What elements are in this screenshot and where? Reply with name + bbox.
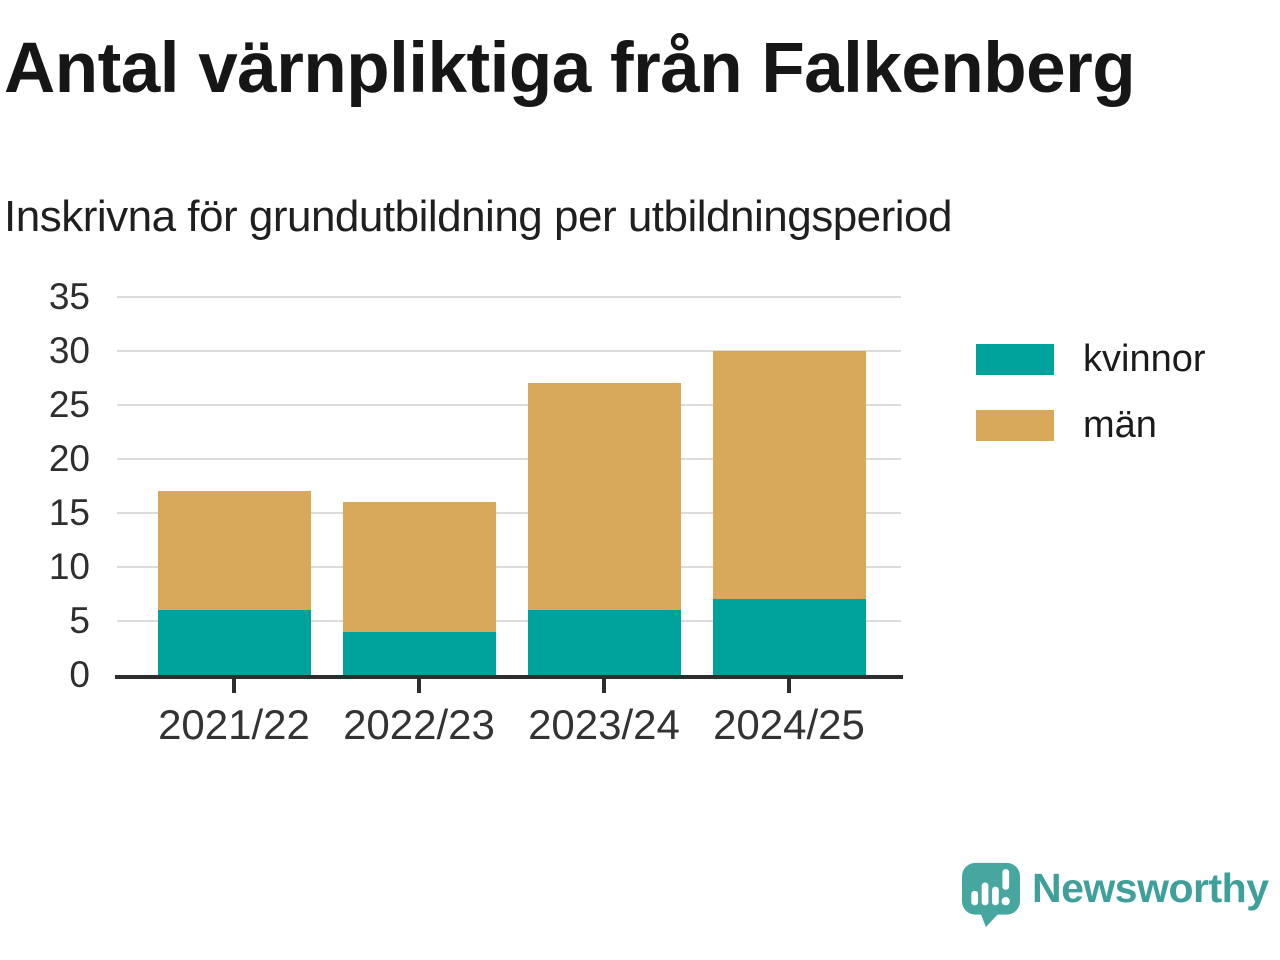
bar-2022/23-män — [342, 502, 496, 632]
x-axis-tick-2022/23 — [417, 679, 421, 693]
x-axis-label-2024/25: 2024/25 — [713, 701, 865, 748]
x-axis-line — [115, 675, 903, 679]
bar-2021/22-män — [157, 491, 311, 611]
x-axis-tick-2023/24 — [602, 679, 606, 693]
x-axis-tick-2021/22 — [232, 679, 236, 693]
legend-label-kvinnor: kvinnor — [1083, 338, 1206, 380]
gridline-15 — [117, 512, 901, 514]
y-axis-label-20: 20 — [48, 438, 90, 479]
x-axis-label-2023/24: 2023/24 — [528, 701, 680, 748]
legend-item-män: män — [976, 405, 1206, 445]
bar-2022/23-kvinnor — [342, 631, 496, 675]
y-axis-label-30: 30 — [48, 330, 90, 371]
chart-legend: kvinnor män — [976, 339, 1206, 445]
y-axis-label-5: 5 — [69, 600, 90, 641]
gridline-35 — [117, 296, 901, 298]
newsworthy-logo: Newsworthy — [962, 862, 1269, 930]
gridline-30 — [117, 350, 901, 352]
legend-label-män: män — [1083, 404, 1157, 446]
chart-subtitle: Inskrivna för grundutbildning per utbild… — [4, 192, 953, 241]
bar-2023/24-män — [527, 383, 681, 611]
gridline-10 — [117, 566, 901, 568]
y-axis-label-25: 25 — [48, 384, 90, 425]
y-axis-label-10: 10 — [48, 546, 90, 587]
legend-item-kvinnor: kvinnor — [976, 339, 1206, 379]
x-axis-label-2022/23: 2022/23 — [343, 701, 495, 748]
x-axis-label-2021/22: 2021/22 — [158, 701, 310, 748]
legend-swatch-kvinnor — [976, 343, 1054, 375]
gridline-5 — [117, 620, 901, 622]
chart-title: Antal värnpliktiga från Falkenberg — [4, 29, 1136, 108]
gridline-25 — [117, 404, 901, 406]
y-axis-label-15: 15 — [48, 492, 90, 533]
x-axis-tick-2024/25 — [787, 679, 791, 693]
bar-2024/25-kvinnor — [712, 599, 866, 675]
newsworthy-wordmark: Newsworthy — [1032, 865, 1269, 911]
legend-swatch-män — [976, 409, 1054, 441]
bar-2021/22-kvinnor — [157, 610, 311, 675]
y-axis-label-35: 35 — [48, 276, 90, 317]
bar-2024/25-män — [712, 351, 866, 600]
newsworthy-logo-icon — [962, 862, 1020, 928]
bar-2023/24-kvinnor — [527, 610, 681, 675]
y-axis-label-0: 0 — [69, 654, 90, 695]
gridline-20 — [117, 458, 901, 460]
